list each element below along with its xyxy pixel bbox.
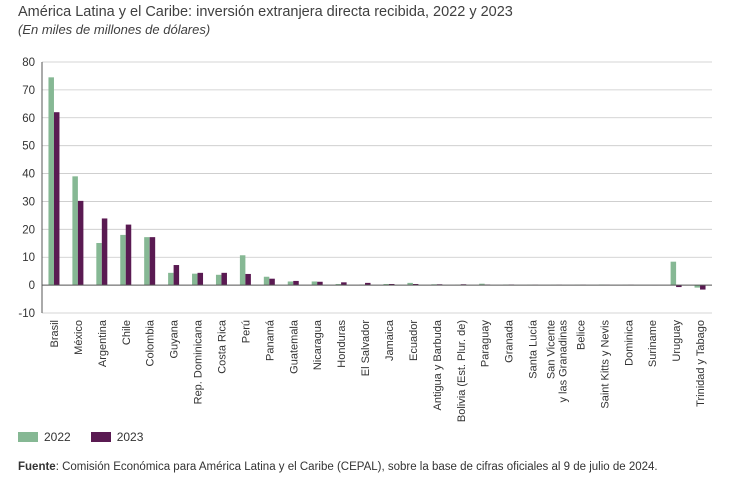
bar-2022-costa-rica xyxy=(215,274,222,286)
x-tick-label: Belice xyxy=(575,320,587,350)
bar-2022-jamaica xyxy=(383,283,389,286)
bar-2022-per- xyxy=(239,255,246,286)
bar-2023-costa-rica xyxy=(221,272,227,286)
bar-2023-ecuador xyxy=(412,283,419,286)
x-tick-label: México xyxy=(73,320,85,355)
x-tick-label: Nicaragua xyxy=(312,319,324,370)
x-tick-label: Santa Lucía xyxy=(528,319,540,379)
y-tick-label: 60 xyxy=(22,113,35,125)
x-tick-label: Chile xyxy=(121,320,133,345)
x-tick-label: Ecuador xyxy=(408,320,420,361)
y-tick-label: 50 xyxy=(22,141,35,153)
x-tick-label: Antigua y Barbuda xyxy=(432,319,444,410)
legend-label-2022: 2022 xyxy=(44,430,71,444)
bar-2023-m-xico xyxy=(77,200,84,286)
bar-2022-brasil xyxy=(48,77,54,286)
legend-item-2022: 2022 xyxy=(18,430,71,444)
legend-item-2023: 2023 xyxy=(90,430,144,444)
bar-2023-guatemala xyxy=(293,280,299,286)
bar-2022-honduras xyxy=(335,283,342,286)
x-tick-label: Jamaica xyxy=(384,319,396,361)
legend: 2022 2023 xyxy=(18,430,143,444)
bar-2022-uruguay xyxy=(670,261,677,286)
x-tick-label: Perú xyxy=(240,320,252,343)
x-tick-label: Guyana xyxy=(169,319,181,358)
x-tick-label: Uruguay xyxy=(671,320,683,362)
bar-2022-nicaragua xyxy=(311,281,318,286)
x-tick-label: Panamá xyxy=(264,319,276,361)
bar-2022-panam- xyxy=(263,276,270,286)
bar-2022-guyana xyxy=(168,272,174,286)
x-tick-label: Guatemala xyxy=(288,319,300,374)
x-tick-label: Costa Rica xyxy=(216,319,228,374)
x-tick-label: Colombia xyxy=(145,319,157,366)
bar-2022-m-xico xyxy=(72,176,78,286)
x-tick-label: Brasil xyxy=(49,320,61,348)
x-tick-label: San Vicentey las Granadinas xyxy=(545,320,569,403)
y-tick-label: 20 xyxy=(22,224,35,236)
chart-title: América Latina y el Caribe: inversión ex… xyxy=(18,4,513,20)
y-tick-label: -10 xyxy=(18,308,35,320)
x-tick-label: Honduras xyxy=(336,320,348,368)
bar-2022-trinidad-y-tabago xyxy=(694,285,701,288)
bar-2022-chile xyxy=(120,234,126,286)
bar-2023-guyana xyxy=(173,265,180,286)
bar-2023-panam- xyxy=(269,278,275,286)
bar-2023-per- xyxy=(245,273,251,286)
x-tick-label: Argentina xyxy=(97,319,109,367)
source-text: : Comisión Económica para América Latina… xyxy=(55,461,658,473)
bar-2023-nicaragua xyxy=(317,281,323,286)
legend-label-2023: 2023 xyxy=(116,430,144,444)
y-tick-label: 70 xyxy=(22,85,35,97)
legend-swatch-2023 xyxy=(90,432,111,442)
bar-2022-rep-dominicana xyxy=(192,273,198,286)
x-tick-label: Suriname xyxy=(647,320,659,367)
y-tick-label: 80 xyxy=(22,57,35,69)
bar-2023-colombia xyxy=(149,237,156,286)
y-tick-label: 10 xyxy=(22,252,35,264)
gridlines xyxy=(42,61,712,314)
bar-2022-argentina xyxy=(96,242,102,286)
bar-2022-paraguay xyxy=(479,283,485,286)
bar-2023-brasil xyxy=(53,112,60,286)
x-tick-label: Saint Kitts y Nevis xyxy=(599,320,611,409)
bars xyxy=(48,77,706,290)
bar-2023-argentina xyxy=(101,218,108,286)
bar-2023-trinidad-y-tabago xyxy=(700,285,706,290)
source-note: Fuente: Comisión Económica para América … xyxy=(18,461,658,473)
bar-2023-el-salvador xyxy=(365,282,371,286)
bar-2023-chile xyxy=(125,224,132,286)
x-tick-label: Granada xyxy=(504,319,516,363)
x-tick-label: Bolivia (Est. Plur. de) xyxy=(456,320,468,422)
x-tick-label: Dominica xyxy=(623,319,635,366)
x-tick-label: Paraguay xyxy=(480,320,492,368)
bar-2022-guatemala xyxy=(287,281,294,286)
y-tick-label: 0 xyxy=(29,280,35,292)
axes xyxy=(41,62,712,313)
bar-2023-honduras xyxy=(341,282,347,286)
bar-2022-colombia xyxy=(144,237,150,286)
source-label: Fuente xyxy=(18,461,56,473)
y-tick-label: 40 xyxy=(22,169,35,181)
chart-subtitle: (En miles de millones de dólares) xyxy=(18,22,211,37)
tick-labels: -10 0 10 20 30 40 50 60 70 80 Brasil México Argentin… xyxy=(18,57,707,422)
x-tick-label: Rep. Dominicana xyxy=(193,319,205,404)
x-tick-label: El Salvador xyxy=(360,320,372,377)
bar-2023-uruguay xyxy=(676,285,682,288)
x-tick-label: Trinidad y Tabago xyxy=(695,320,707,407)
bar-2022-ecuador xyxy=(407,282,413,286)
bar-2023-jamaica xyxy=(388,283,395,286)
y-tick-label: 30 xyxy=(22,196,35,208)
bar-2023-rep-dominicana xyxy=(197,272,204,286)
legend-swatch-2022 xyxy=(18,432,38,442)
